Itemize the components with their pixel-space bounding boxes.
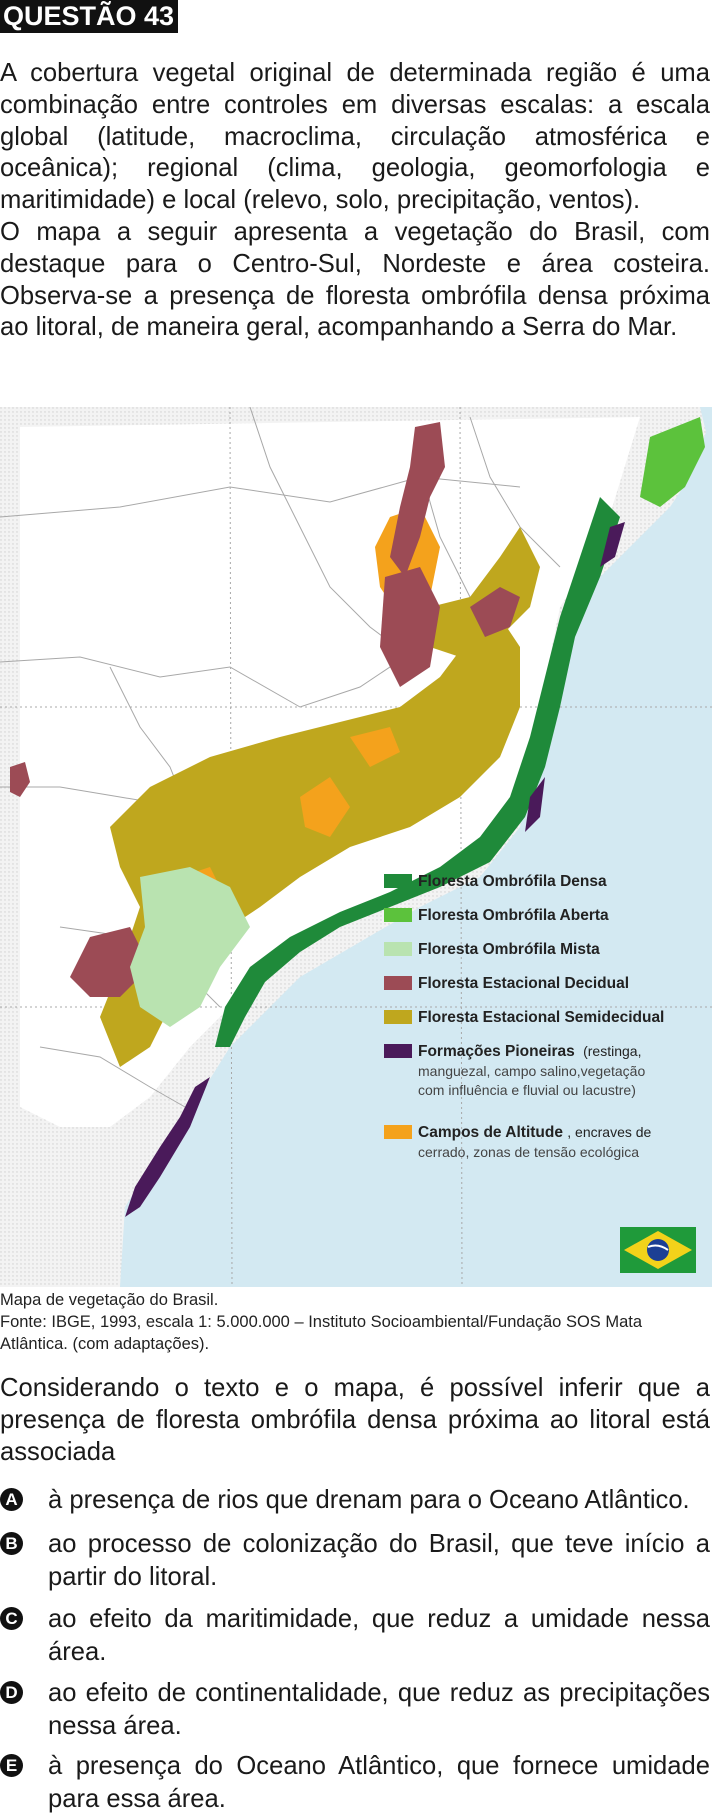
map-area-decidual-3: [380, 567, 440, 687]
question-number-label: QUESTÃO 43: [0, 0, 179, 33]
legend-note-pioneer: (restinga,: [583, 1043, 641, 1059]
map-area-open: [640, 417, 705, 507]
map-area-pioneer-3: [125, 1077, 210, 1217]
legend-item-semidecidual: Floresta Estacional Semidecidual: [384, 1009, 664, 1026]
map-area-pioneer-2: [525, 777, 545, 832]
option-b-text: ao processo de colonização do Brasil, qu…: [48, 1530, 710, 1591]
legend-note-altitude-2: cerrado, zonas de tensão ecológica: [418, 1144, 639, 1160]
map-area-pioneer-1: [600, 522, 625, 567]
option-a-text: à presença de rios que drenam para o Oce…: [48, 1486, 690, 1514]
map-caption: Mapa de vegetação do Brasil. Fonte: IBGE…: [0, 1289, 712, 1355]
legend-label-pioneer: Formações Pioneiras: [418, 1043, 575, 1060]
map-area-decidual-4: [70, 927, 150, 997]
legend-item-decidual: Floresta Estacional Decidual: [384, 975, 629, 992]
legend-label-altitude: Campos de Altitude: [418, 1124, 563, 1141]
option-e-letter: E: [0, 1754, 23, 1777]
option-d-text: ao efeito de continentalidade, que reduz…: [48, 1679, 710, 1740]
stem-paragraph-1: A cobertura vegetal original de determin…: [0, 59, 710, 215]
legend-label-dense: Floresta Ombrófila Densa: [418, 873, 607, 890]
legend-label-decidual: Floresta Estacional Decidual: [418, 975, 629, 992]
legend-note-altitude: , encraves de: [567, 1124, 651, 1140]
legend-item-pioneer: Formações Pioneiras (restinga, manguezal…: [384, 1043, 645, 1098]
map-legend: Floresta Ombrófila Densa Floresta Ombróf…: [384, 873, 664, 1160]
map-area-altitude-2: [300, 777, 350, 837]
legend-item-mixed: Floresta Ombrófila Mista: [384, 941, 600, 958]
caption-title: Mapa de vegetação do Brasil.: [0, 1291, 219, 1309]
question-prompt: Considerando o texto e o mapa, é possíve…: [0, 1374, 710, 1466]
map-area-semidecidual-north: [430, 527, 540, 657]
map-area-decidual-1: [390, 422, 445, 577]
legend-note-pioneer-2: manguezal, campo salino,vegetação: [418, 1063, 645, 1079]
legend-label-mixed: Floresta Ombrófila Mista: [418, 941, 600, 958]
caption-source: Fonte: IBGE, 1993, escala 1: 5.000.000 –…: [0, 1313, 643, 1353]
map-area-altitude-4: [350, 727, 400, 767]
legend-item-altitude: Campos de Altitude , encraves de cerrado…: [384, 1124, 652, 1160]
option-c-text: ao efeito da maritimidade, que reduz a u…: [48, 1605, 710, 1666]
svg-text:Campos de Altitude , e: Campos de Altitude , encraves de: [418, 1124, 652, 1141]
option-e-text: à presença do Oceano Atlântico, que forn…: [48, 1752, 710, 1813]
legend-item-dense: Floresta Ombrófila Densa: [384, 873, 607, 890]
legend-note-pioneer-3: com influência e fluvial ou lacustre): [418, 1082, 636, 1098]
legend-item-open: Floresta Ombrófila Aberta: [384, 907, 609, 924]
map-area-decidual-2: [470, 587, 520, 637]
stem-paragraph-2: O mapa a seguir apresenta a vegetação do…: [0, 217, 710, 342]
option-b-letter: B: [0, 1532, 23, 1555]
option-c-letter: C: [0, 1607, 23, 1630]
map-area-dense: [215, 497, 620, 1047]
legend-label-semidecidual: Floresta Estacional Semidecidual: [418, 1009, 664, 1026]
map-area-decidual-5: [10, 762, 30, 797]
vegetation-map: Floresta Ombrófila Densa Floresta Ombróf…: [0, 407, 712, 1287]
brazil-flag-logo: [620, 1227, 696, 1273]
map-area-mixed: [130, 867, 250, 1027]
option-a-letter: A: [0, 1488, 23, 1511]
question-stem: A cobertura vegetal original de determin…: [0, 58, 710, 344]
option-d-letter: D: [0, 1681, 23, 1704]
svg-text:Formações Pioneiras (r: Formações Pioneiras (restinga,: [418, 1043, 641, 1060]
legend-label-open: Floresta Ombrófila Aberta: [418, 907, 609, 924]
